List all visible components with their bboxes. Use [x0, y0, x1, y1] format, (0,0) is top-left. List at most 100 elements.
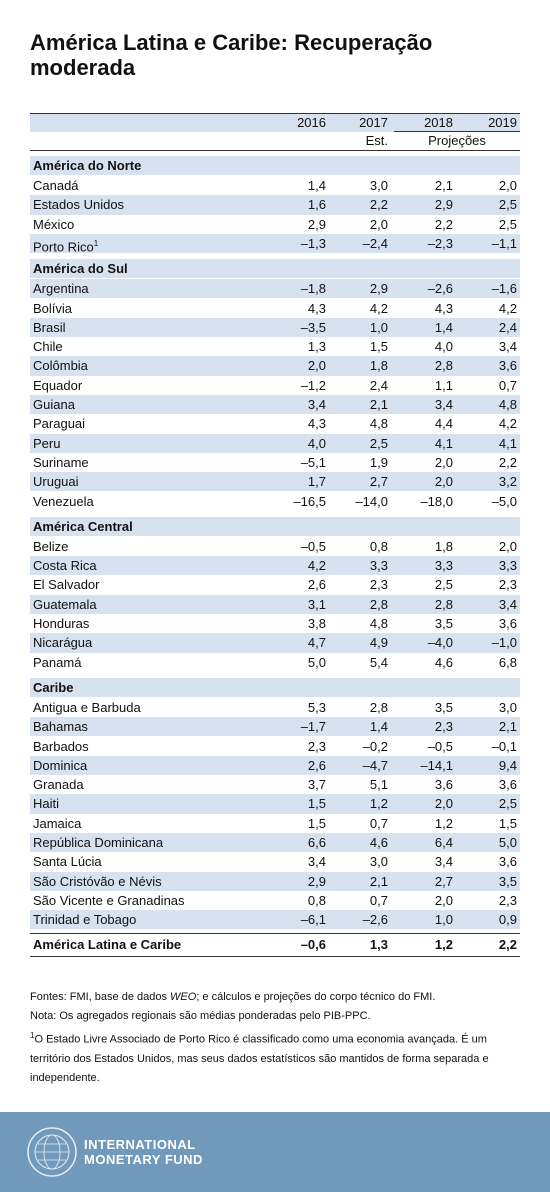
cell-value: 2,5 — [498, 216, 517, 232]
cell-value: –3,5 — [300, 319, 326, 335]
cell-value: 2,0 — [434, 892, 453, 908]
cell-value: 3,8 — [307, 616, 326, 631]
cell-value: 2,0 — [498, 538, 517, 554]
row-label: Argentina — [33, 281, 89, 297]
cell-value: 3,3 — [498, 558, 517, 574]
cell-value: 3,4 — [498, 339, 517, 355]
cell-value: 1,1 — [434, 377, 453, 393]
cell-value: 2,3 — [498, 892, 517, 908]
section-band — [30, 156, 520, 175]
cell-value: 0,8 — [307, 892, 326, 908]
cell-value: 0,9 — [498, 912, 517, 928]
row-label: Porto Rico1 — [33, 238, 99, 255]
cell-value: –2,6 — [362, 912, 388, 928]
cell-value: 2,9 — [307, 216, 326, 232]
rule — [30, 150, 520, 151]
row-band — [30, 279, 520, 299]
cell-value: 3,0 — [498, 699, 517, 715]
cell-value: 1,5 — [498, 815, 517, 831]
cell-value: –1,7 — [300, 719, 326, 735]
section-title: América do Sul — [33, 261, 128, 277]
cell-value: 5,1 — [369, 777, 388, 793]
row-band — [30, 794, 520, 814]
cell-value: 1,9 — [369, 454, 388, 470]
cell-value: 4,7 — [307, 635, 326, 651]
cell-value: –14,0 — [355, 493, 388, 509]
cell-value: 4,2 — [307, 558, 326, 574]
row-label: Bolívia — [33, 300, 73, 316]
cell-value: 3,0 — [369, 854, 388, 870]
cell-value: –0,1 — [491, 738, 517, 754]
cell-value: 4,9 — [369, 635, 388, 651]
cell-value: 1,4 — [307, 178, 326, 193]
cell-value: 3,4 — [434, 397, 453, 412]
cell-value: 1,3 — [369, 936, 388, 952]
cell-value: 2,5 — [498, 197, 517, 213]
brand: INTERNATIONAL MONETARY FUND — [84, 1137, 203, 1167]
section-band — [30, 516, 520, 536]
text: WEO — [170, 991, 197, 1003]
cell-value: 4,1 — [498, 435, 517, 451]
column-header: 2016 — [297, 115, 326, 130]
row-label: Equador — [33, 377, 83, 393]
column-header: 2019 — [488, 115, 517, 130]
cell-value: 4,3 — [307, 416, 326, 432]
cell-value: 2,6 — [307, 757, 326, 773]
rule — [30, 113, 520, 114]
cell-value: –1,8 — [300, 281, 326, 297]
cell-value: –18,0 — [420, 493, 453, 509]
cell-value: 4,8 — [498, 397, 517, 412]
cell-value: 6,8 — [498, 654, 517, 670]
row-label: Suriname — [33, 454, 89, 470]
row-band — [30, 717, 520, 737]
cell-value: 3,5 — [434, 616, 453, 631]
text: O Estado Livre Associado de Porto Rico é… — [30, 1033, 489, 1084]
header-band — [30, 113, 520, 132]
cell-value: 1,8 — [434, 538, 453, 554]
cell-value: 3,6 — [498, 358, 517, 374]
row-label: Uruguai — [33, 474, 79, 490]
cell-value: 1,7 — [307, 474, 326, 490]
cell-value: 1,6 — [307, 197, 326, 213]
cell-value: 3,6 — [434, 777, 453, 793]
cell-value: –14,1 — [420, 757, 453, 773]
cell-value: 4,6 — [369, 835, 388, 850]
cell-value: 4,8 — [369, 416, 388, 432]
row-label: Haiti — [33, 796, 60, 812]
brand-line: INTERNATIONAL — [84, 1137, 196, 1152]
cell-value: 2,4 — [498, 319, 517, 335]
section-band — [30, 677, 520, 697]
cell-value: –2,6 — [427, 281, 453, 297]
cell-value: 3,3 — [369, 558, 388, 574]
cell-value: –5,0 — [491, 493, 517, 509]
cell-value: 2,0 — [498, 178, 517, 193]
cell-value: 2,7 — [369, 474, 388, 490]
footnote: 1O Estado Livre Associado de Porto Rico … — [30, 1026, 510, 1088]
cell-value: 4,2 — [369, 300, 388, 316]
row-label: Jamaica — [33, 815, 82, 831]
cell-value: –1,6 — [491, 281, 517, 297]
cell-value: 2,3 — [369, 577, 388, 593]
cell-value: 4,0 — [307, 435, 326, 451]
row-band — [30, 233, 520, 254]
cell-value: 4,8 — [369, 616, 388, 631]
cell-value: 2,4 — [369, 377, 388, 393]
row-band — [30, 433, 520, 453]
row-band — [30, 472, 520, 492]
cell-value: 2,3 — [434, 719, 453, 735]
cell-value: 2,7 — [434, 873, 453, 889]
subheader: Projeções — [428, 133, 486, 148]
cell-value: 2,1 — [498, 719, 517, 735]
cell-value: –4,0 — [427, 635, 453, 651]
cell-value: 0,7 — [369, 892, 388, 908]
row-label: Peru — [33, 435, 61, 451]
section-title: Caribe — [33, 679, 74, 695]
cell-value: 2,0 — [369, 216, 388, 232]
cell-value: 3,5 — [498, 873, 517, 889]
rule — [30, 955, 520, 957]
title: América Latina e Caribe: Recuperação mod… — [30, 30, 433, 80]
row-label: El Salvador — [33, 577, 100, 593]
row-label: Guatemala — [33, 596, 97, 612]
cell-value: –0,2 — [362, 738, 388, 754]
